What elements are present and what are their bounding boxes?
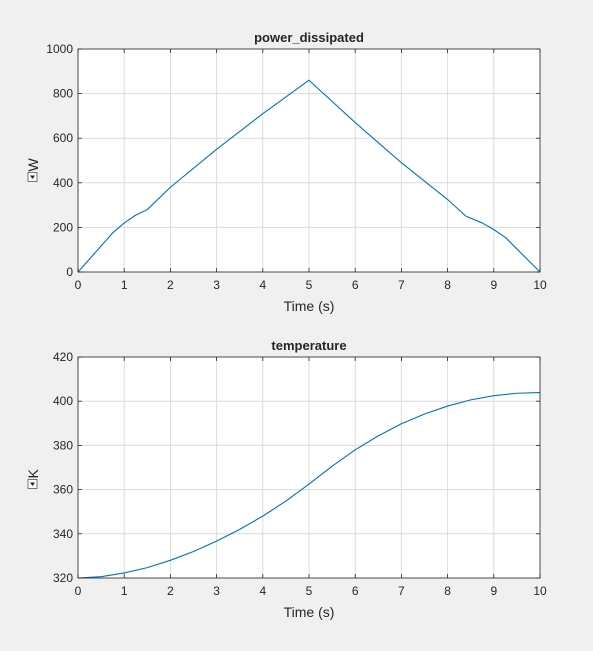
- chart2-x-tick-label-6: 6: [352, 584, 359, 598]
- chart1-y-tick-label-2: 400: [53, 176, 73, 190]
- chart2-ylabel-dropdown-arrow-icon: [30, 482, 35, 486]
- chart1-series-line-0: [77, 79, 541, 273]
- chart2-x-tick-label-8: 8: [444, 584, 451, 598]
- chart1-x-tick-label-7: 7: [398, 278, 405, 292]
- chart1-x-tick-label-6: 6: [352, 278, 359, 292]
- chart2-y-tick-label-5: 420: [53, 350, 73, 364]
- chart1-y-tick-label-3: 600: [53, 131, 73, 145]
- chart2-y-tick-label-4: 400: [53, 394, 73, 408]
- chart2-x-tick-label-0: 0: [75, 584, 82, 598]
- chart2-y-tick-label-0: 320: [53, 571, 73, 585]
- chart2-x-tick-label-10: 10: [533, 584, 547, 598]
- chart2-title: temperature: [271, 338, 346, 353]
- chart1-x-tick-label-8: 8: [444, 278, 451, 292]
- chart1-x-tick-label-4: 4: [259, 278, 266, 292]
- chart2-x-tick-label-1: 1: [121, 584, 128, 598]
- chart1-y-axis-label: W: [25, 158, 41, 172]
- chart1-y-tick-label-0: 0: [66, 265, 73, 279]
- chart1-x-tick-label-10: 10: [533, 278, 547, 292]
- chart1-x-tick-label-2: 2: [167, 278, 174, 292]
- chart1-ylabel-dropdown-arrow-icon: [30, 175, 35, 179]
- chart1-y-tick-label-5: 1000: [46, 42, 73, 56]
- chart2-x-tick-label-2: 2: [167, 584, 174, 598]
- chart1-y-tick-label-1: 200: [53, 220, 73, 234]
- chart2-x-tick-label-4: 4: [259, 584, 266, 598]
- chart2-y-tick-label-3: 380: [53, 438, 73, 452]
- chart2-series-line-0: [77, 392, 541, 579]
- chart2-x-axis-label: Time (s): [284, 604, 335, 620]
- chart1-title: power_dissipated: [254, 30, 364, 45]
- chart1-y-tick-label-4: 800: [53, 87, 73, 101]
- chart1-x-axis-label: Time (s): [284, 298, 335, 314]
- chart2-x-tick-label-3: 3: [213, 584, 220, 598]
- chart2-x-tick-label-5: 5: [306, 584, 313, 598]
- chart1-x-tick-label-0: 0: [75, 278, 82, 292]
- chart1-x-tick-label-9: 9: [490, 278, 497, 292]
- chart2-x-tick-label-9: 9: [490, 584, 497, 598]
- chart1-x-tick-label-1: 1: [121, 278, 128, 292]
- chart2-x-tick-label-7: 7: [398, 584, 405, 598]
- chart1-x-tick-label-3: 3: [213, 278, 220, 292]
- chart1-x-tick-label-5: 5: [306, 278, 313, 292]
- chart2-y-tick-label-2: 360: [53, 483, 73, 497]
- chart2-y-tick-label-1: 340: [53, 527, 73, 541]
- chart2-y-axis-label: K: [25, 469, 41, 479]
